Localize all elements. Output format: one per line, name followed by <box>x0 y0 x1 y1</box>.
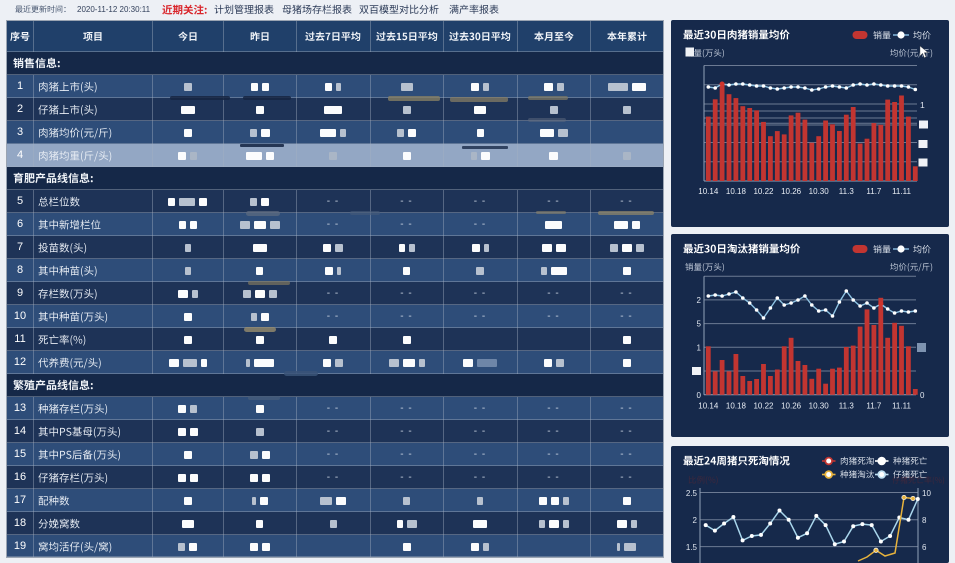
svg-text:11.3: 11.3 <box>839 187 855 196</box>
svg-text:1: 1 <box>920 100 925 110</box>
svg-text:11.7: 11.7 <box>866 402 882 411</box>
svg-text:10.26: 10.26 <box>781 402 802 411</box>
svg-text:8: 8 <box>922 516 927 525</box>
svg-text:0: 0 <box>920 391 925 400</box>
svg-text:10.14: 10.14 <box>698 402 719 411</box>
svg-text:1: 1 <box>697 343 702 352</box>
svg-text:11.7: 11.7 <box>866 187 882 196</box>
svg-text:1.5: 1.5 <box>686 543 698 552</box>
svg-text:11.11: 11.11 <box>892 187 911 196</box>
svg-text:11.3: 11.3 <box>839 402 855 411</box>
svg-text:2: 2 <box>693 516 698 525</box>
svg-text:10.22: 10.22 <box>753 402 774 411</box>
svg-text:2.5: 2.5 <box>686 489 698 498</box>
svg-text:10: 10 <box>922 489 931 498</box>
svg-text:6: 6 <box>922 543 927 552</box>
svg-text:2: 2 <box>697 296 702 305</box>
svg-text:10.18: 10.18 <box>726 187 747 196</box>
svg-text:10.22: 10.22 <box>753 187 774 196</box>
svg-text:0: 0 <box>697 391 702 400</box>
svg-text:10.14: 10.14 <box>698 187 719 196</box>
svg-text:11.11: 11.11 <box>892 402 911 411</box>
svg-text:10.18: 10.18 <box>726 402 747 411</box>
svg-text:10.30: 10.30 <box>809 402 830 411</box>
svg-text:5: 5 <box>697 320 702 329</box>
svg-text:10.26: 10.26 <box>781 187 802 196</box>
svg-text:10.30: 10.30 <box>809 187 830 196</box>
